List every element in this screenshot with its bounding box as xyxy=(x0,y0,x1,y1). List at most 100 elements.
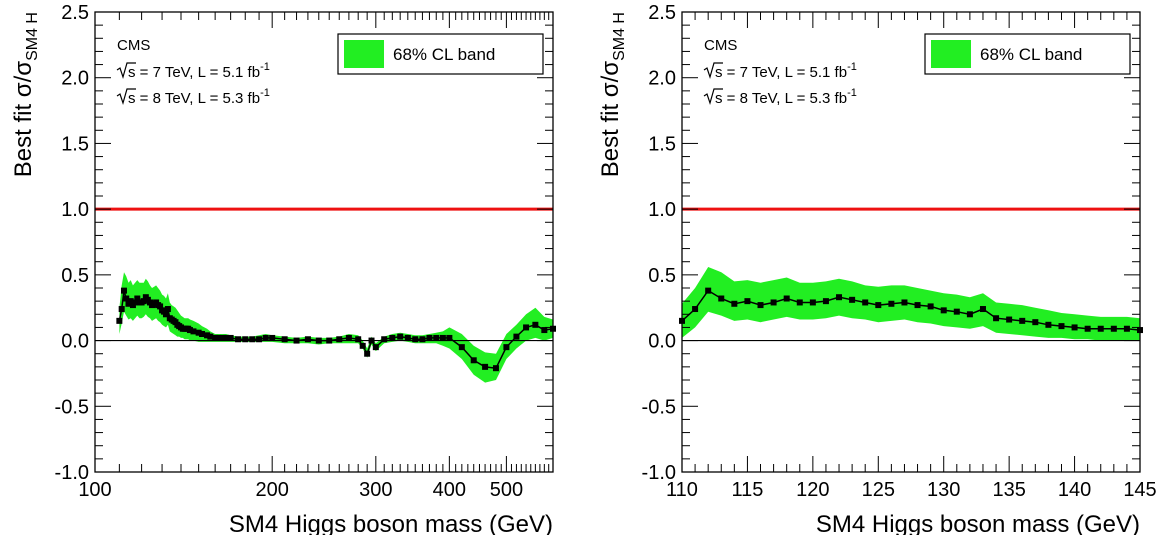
y-tick-label: 0.0 xyxy=(648,331,676,353)
data-point xyxy=(426,334,433,341)
data-point xyxy=(195,329,202,336)
data-point xyxy=(336,336,343,343)
experiment-label: CMS xyxy=(704,37,737,54)
experiment-label: CMS xyxy=(117,37,150,54)
data-point xyxy=(315,337,322,344)
y-tick-label: 0.0 xyxy=(61,331,89,353)
x-tick-label: 110 xyxy=(666,479,698,501)
data-point xyxy=(1006,316,1013,323)
data-point xyxy=(227,334,234,341)
y-tick-label: 1.5 xyxy=(61,133,89,155)
data-point xyxy=(304,336,311,343)
x-tick-label: 500 xyxy=(490,479,523,501)
data-point xyxy=(162,311,169,318)
y-tick-label: 0.5 xyxy=(648,265,676,287)
x-axis-label: SM4 Higgs boson mass (GeV) xyxy=(816,511,1140,535)
y-axis-label: Best fit σ/σSM4 H xyxy=(597,12,628,177)
data-point xyxy=(705,287,712,294)
data-point xyxy=(127,298,134,305)
data-point xyxy=(492,365,499,372)
data-point xyxy=(132,299,139,306)
data-point xyxy=(796,299,803,306)
data-point xyxy=(368,337,375,344)
data-point xyxy=(215,334,222,341)
data-point xyxy=(359,342,366,349)
data-point xyxy=(1045,321,1052,328)
legend-label: 68% CL band xyxy=(980,45,1082,64)
data-point xyxy=(927,303,934,310)
data-point xyxy=(1019,317,1026,324)
data-point xyxy=(293,337,300,344)
data-point xyxy=(822,298,829,305)
sqrt-symbol xyxy=(116,62,136,80)
x-tick-label: 145 xyxy=(1123,479,1156,501)
chart-panel-wide: -1.0 -0.5 0.0 0.5 1.0 1.5 2.0 2.5 100 200 300 400 50… xyxy=(10,2,556,535)
data-point xyxy=(345,334,352,341)
legend-swatch xyxy=(344,40,384,68)
x-tick-label: 135 xyxy=(992,479,1025,501)
data-point xyxy=(123,295,130,302)
x-tick-label: 400 xyxy=(433,479,466,501)
data-point xyxy=(212,334,219,341)
y-tick-label: 1.5 xyxy=(648,133,676,155)
x-axis-label: SM4 Higgs boson mass (GeV) xyxy=(229,511,553,535)
data-point xyxy=(523,324,530,331)
y-tick-label: 2.5 xyxy=(61,2,89,24)
data-point xyxy=(256,336,263,343)
legend-swatch xyxy=(931,40,971,68)
data-point xyxy=(164,306,171,313)
data-point xyxy=(235,336,242,343)
plot-frame xyxy=(94,11,554,473)
data-point xyxy=(1032,319,1039,326)
data-point xyxy=(207,333,214,340)
data-point xyxy=(731,300,738,307)
y-axis-label-main: Best fit σ/σ xyxy=(597,61,624,178)
x-tick-label: 200 xyxy=(255,479,288,501)
x-tick-label: 100 xyxy=(78,479,111,501)
data-point xyxy=(953,308,960,315)
data-point xyxy=(220,334,227,341)
data-point xyxy=(140,298,147,305)
y-axis-label-main: Best fit σ/σ xyxy=(10,61,37,178)
sqrt-symbol xyxy=(703,62,723,80)
data-point xyxy=(433,334,440,341)
data-point xyxy=(901,299,908,306)
data-point xyxy=(458,344,465,351)
data-point xyxy=(389,334,396,341)
data-point xyxy=(199,331,206,337)
y-tick-label: 0.5 xyxy=(61,265,89,287)
data-point xyxy=(718,295,725,302)
x-tick-label: 300 xyxy=(359,479,392,501)
data-point xyxy=(269,334,276,341)
data-point xyxy=(849,296,856,303)
data-point xyxy=(372,344,379,351)
y-tick-label: 1.0 xyxy=(61,199,89,221)
data-point xyxy=(381,336,388,343)
data-point xyxy=(966,311,973,318)
y-tick-label: -1.0 xyxy=(55,462,89,484)
data-point xyxy=(692,306,699,313)
data-point xyxy=(397,333,404,340)
data-point xyxy=(532,321,539,328)
y-axis-label: Best fit σ/σSM4 H xyxy=(10,12,41,177)
energy-luminosity-label: s = 7 TeV, L = 5.1 fb-1 xyxy=(128,61,270,81)
y-tick-label: 2.5 xyxy=(648,2,676,24)
data-point xyxy=(482,363,489,370)
data-point xyxy=(888,300,895,307)
y-tick-label: -0.5 xyxy=(55,396,89,418)
data-point xyxy=(412,336,419,343)
data-point xyxy=(404,334,411,341)
data-point xyxy=(446,334,453,341)
data-point xyxy=(513,333,520,340)
energy-luminosity-label: s = 7 TeV, L = 5.1 fb-1 xyxy=(715,61,857,81)
data-point xyxy=(541,327,548,334)
data-point xyxy=(914,302,921,309)
data-point xyxy=(979,306,986,313)
data-point xyxy=(809,299,816,306)
x-tick-label: 130 xyxy=(927,479,960,501)
data-point xyxy=(744,298,751,305)
sqrt-symbol xyxy=(116,88,136,106)
x-tick-label: 120 xyxy=(796,479,829,501)
data-point xyxy=(439,334,446,341)
